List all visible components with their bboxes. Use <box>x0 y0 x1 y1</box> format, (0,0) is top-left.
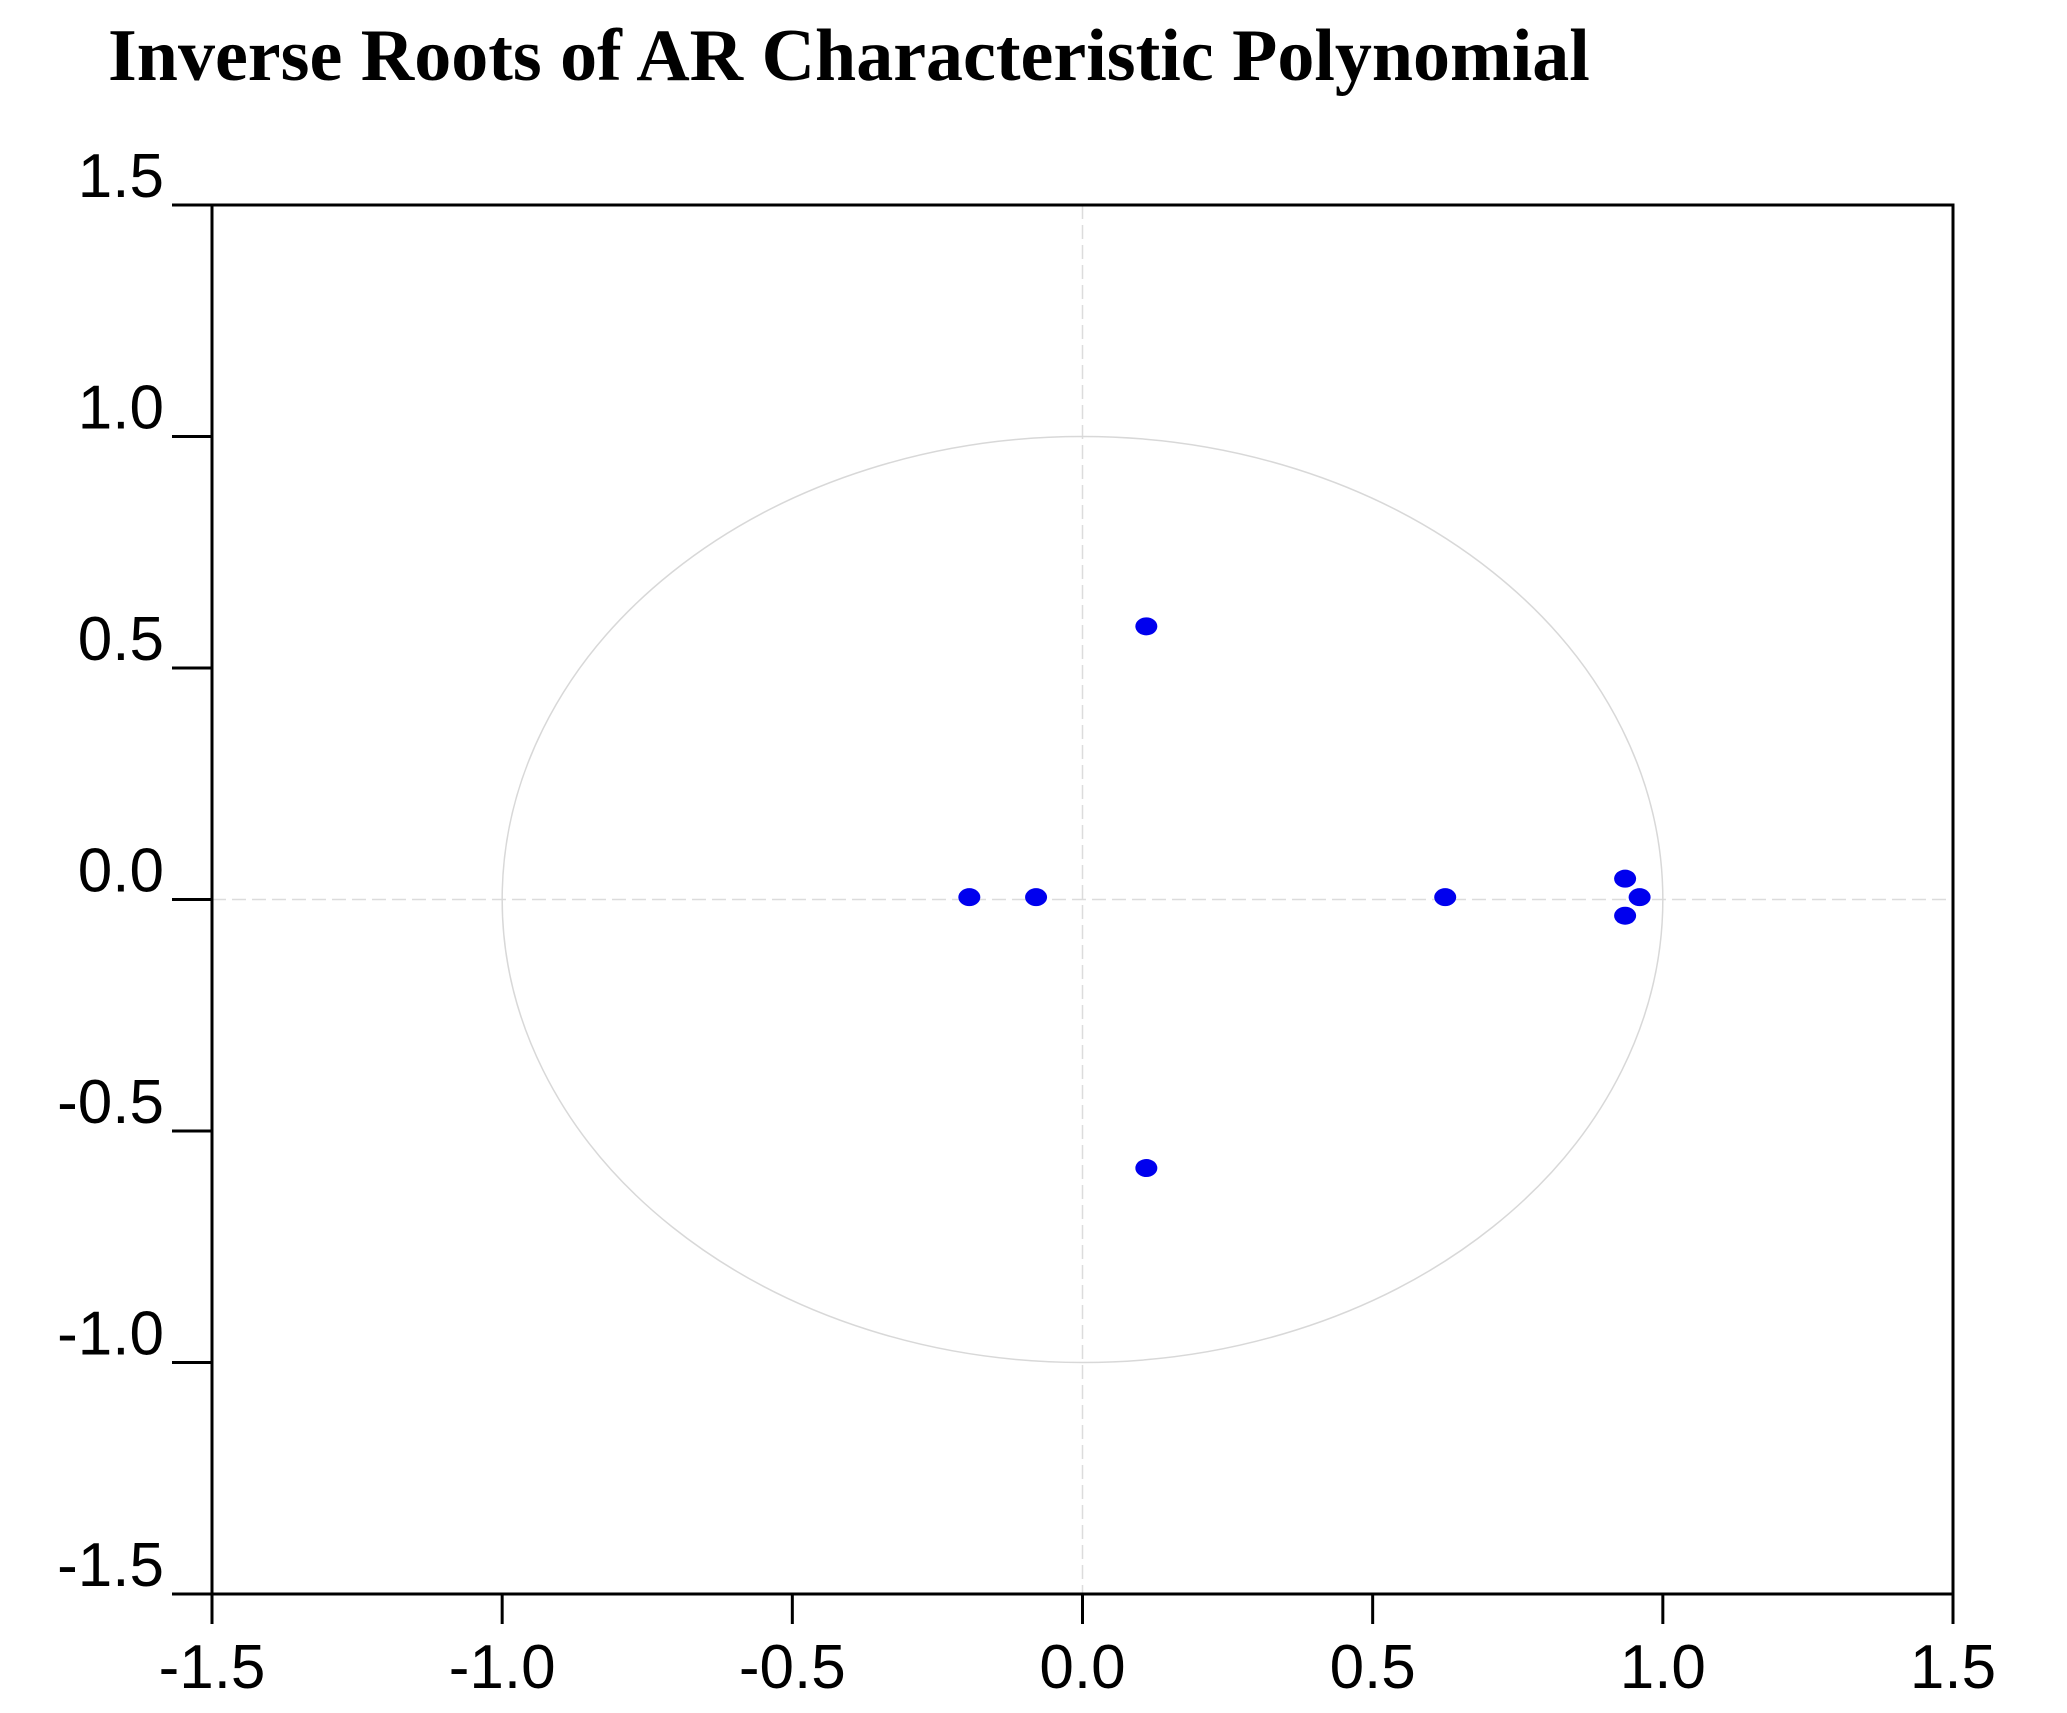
x-tick-label: -1.0 <box>449 1633 556 1702</box>
x-tick-label: 1.5 <box>1910 1633 1996 1702</box>
x-axis: -1.5 -1.0 -0.5 0.0 0.5 1.0 1.5 <box>159 1594 1996 1702</box>
root-point-8 <box>1614 906 1637 925</box>
y-tick-label: -1.5 <box>57 1531 164 1600</box>
x-tick-label: -1.5 <box>159 1633 266 1702</box>
y-tick-label: 1.0 <box>78 374 164 443</box>
root-point-4 <box>1025 888 1048 907</box>
y-tick-label: 0.5 <box>78 605 164 674</box>
root-point-5 <box>1434 888 1457 907</box>
root-points <box>958 617 1651 1178</box>
chart-title: Inverse Roots of AR Characteristic Polyn… <box>108 15 1590 97</box>
x-tick-label: 0.5 <box>1330 1633 1416 1702</box>
root-point-2 <box>1135 1159 1158 1178</box>
x-tick-label: 1.0 <box>1620 1633 1706 1702</box>
y-axis: 1.5 1.0 0.5 0.0 -0.5 -1.0 -1.5 <box>57 142 212 1600</box>
root-point-7 <box>1628 888 1651 907</box>
root-point-6 <box>1614 869 1637 888</box>
x-tick-label: -0.5 <box>739 1633 846 1702</box>
plot-area <box>212 205 1953 1594</box>
root-point-1 <box>1135 617 1158 636</box>
y-tick-label: 1.5 <box>78 142 164 211</box>
x-tick-label: 0.0 <box>1039 1633 1125 1702</box>
y-tick-label: 0.0 <box>78 837 164 906</box>
y-tick-label: -0.5 <box>57 1068 164 1137</box>
root-point-3 <box>958 888 981 907</box>
unit-circle <box>501 435 1664 1364</box>
y-tick-label: -1.0 <box>57 1300 164 1369</box>
